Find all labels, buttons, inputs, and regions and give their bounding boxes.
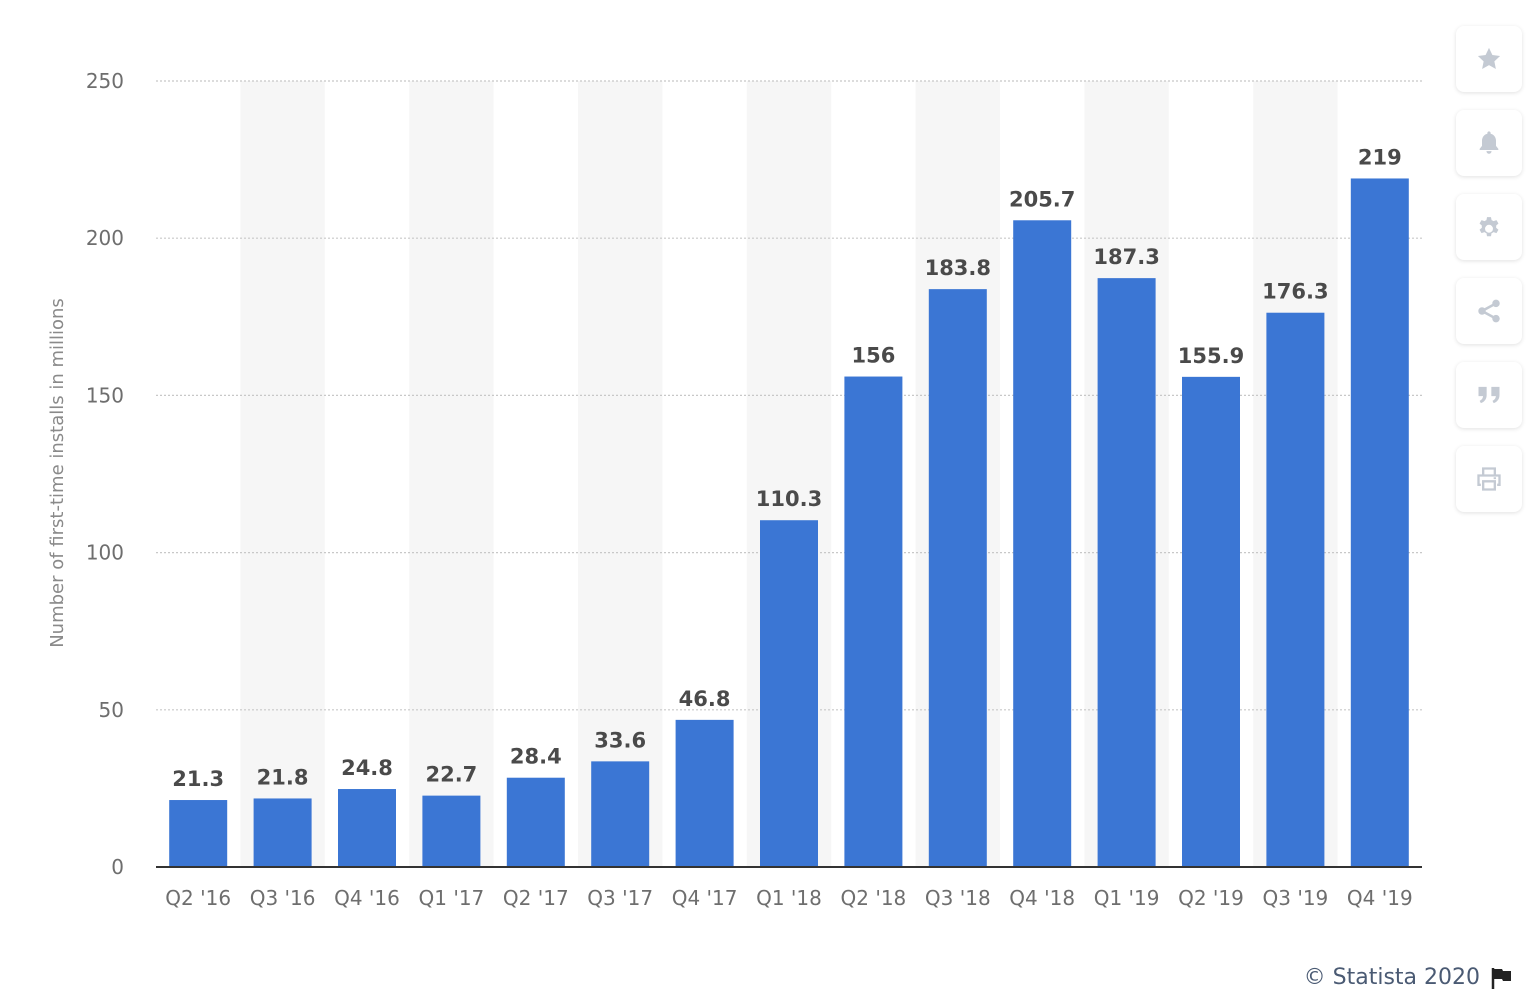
x-category-label: Q3 '16	[250, 886, 316, 910]
bar[interactable]	[675, 719, 734, 867]
value-label: 155.9	[1178, 344, 1244, 368]
star-icon	[1477, 47, 1501, 70]
bar[interactable]	[844, 376, 903, 867]
y-axis-label: Number of first-time installs in million…	[47, 298, 68, 648]
x-category-label: Q4 '19	[1347, 886, 1413, 910]
settings-button[interactable]	[1456, 194, 1522, 260]
y-tick-label: 200	[86, 226, 124, 250]
bar[interactable]	[591, 761, 650, 867]
y-tick-label: 50	[99, 698, 124, 722]
x-category-label: Q4 '16	[334, 886, 400, 910]
bar[interactable]	[422, 795, 481, 867]
quote-icon	[1478, 386, 1500, 404]
bars	[169, 178, 1409, 868]
y-tick-label: 100	[86, 541, 124, 565]
print-button[interactable]	[1456, 446, 1522, 512]
value-label: 110.3	[756, 487, 822, 511]
bar[interactable]	[506, 777, 565, 867]
value-label: 156	[851, 344, 895, 368]
x-category-label: Q4 '17	[672, 886, 738, 910]
gear-icon	[1479, 217, 1499, 237]
bar[interactable]	[1182, 376, 1240, 867]
y-tick-label: 150	[86, 383, 124, 407]
value-label: 28.4	[510, 745, 562, 769]
statista-credit[interactable]: © Statista 2020	[1304, 965, 1514, 990]
column-band	[409, 81, 494, 867]
value-label: 187.3	[1093, 245, 1159, 269]
bar-chart: 0 50 100 150 200 250 21.3 21.8 24.8 22.7 28.4 33.6…	[47, 69, 1422, 910]
x-category-label: Q1 '19	[1094, 886, 1160, 910]
column-band	[578, 81, 663, 867]
x-category-label: Q2 '18	[841, 886, 907, 910]
print-icon	[1477, 467, 1501, 491]
share-icon	[1478, 299, 1500, 323]
x-category-label: Q1 '18	[756, 886, 822, 910]
x-category-label: Q1 '17	[419, 886, 485, 910]
x-category-label: Q2 '17	[503, 886, 569, 910]
value-label: 205.7	[1009, 187, 1075, 211]
credit-text[interactable]: © Statista 2020	[1303, 965, 1480, 990]
x-category-label: Q3 '17	[587, 886, 653, 910]
y-tick-label: 250	[86, 69, 124, 93]
bar[interactable]	[1350, 178, 1409, 868]
chart-toolbar	[1456, 26, 1524, 530]
favorite-button[interactable]	[1456, 26, 1522, 92]
bar[interactable]	[253, 798, 312, 867]
bell-icon	[1479, 131, 1499, 154]
bar[interactable]	[1266, 312, 1325, 868]
y-tick-label: 0	[111, 855, 124, 879]
value-label: 219	[1358, 145, 1402, 169]
value-label: 176.3	[1262, 280, 1328, 304]
bar[interactable]	[760, 520, 818, 867]
value-label: 21.8	[257, 765, 309, 789]
x-category-label: Q4 '18	[1009, 886, 1075, 910]
y-axis-tick-labels: 0 50 100 150 200 250	[86, 69, 124, 879]
share-button[interactable]	[1456, 278, 1522, 344]
x-category-label: Q2 '16	[165, 886, 231, 910]
bar[interactable]	[169, 800, 228, 867]
cite-button[interactable]	[1456, 362, 1522, 428]
x-category-label: Q2 '19	[1178, 886, 1244, 910]
bar[interactable]	[1013, 220, 1072, 868]
value-label: 21.3	[172, 767, 224, 791]
value-label: 183.8	[925, 256, 991, 280]
value-label: 33.6	[594, 728, 646, 752]
value-label: 24.8	[341, 756, 393, 780]
notification-button[interactable]	[1456, 110, 1522, 176]
column-band	[240, 81, 325, 867]
flag-icon[interactable]	[1490, 967, 1514, 989]
bar[interactable]	[338, 789, 396, 867]
x-axis-category-labels: Q2 '16 Q3 '16 Q4 '16 Q1 '17 Q2 '17 Q3 '17 Q4 '…	[165, 886, 1412, 910]
value-labels: 21.3 21.8 24.8 22.7 28.4 33.6 46.8 110.3 156 183.…	[172, 145, 1401, 791]
bar[interactable]	[928, 289, 987, 867]
bar[interactable]	[1097, 278, 1156, 868]
value-label: 46.8	[679, 687, 731, 711]
value-label: 22.7	[425, 763, 477, 787]
x-category-label: Q3 '18	[925, 886, 991, 910]
x-category-label: Q3 '19	[1263, 886, 1329, 910]
